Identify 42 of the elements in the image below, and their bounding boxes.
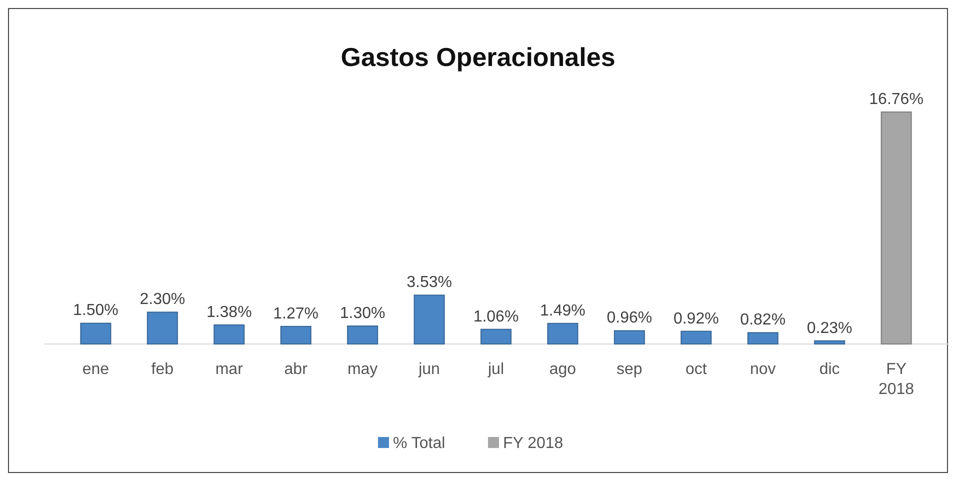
x-tick-label: sep [616, 361, 642, 378]
data-label: 0.82% [740, 312, 786, 329]
bar [680, 330, 712, 344]
x-tick-label: dic [819, 361, 840, 378]
data-label: 1.38% [206, 304, 252, 321]
x-tick-label: oct [685, 361, 708, 378]
x-tick-label: mar [215, 361, 244, 378]
bar [480, 328, 512, 344]
data-label: 1.50% [73, 302, 118, 320]
x-tick-label: abr [284, 361, 308, 378]
bar [347, 326, 378, 344]
bar [214, 324, 245, 344]
data-label: 1.27% [273, 305, 319, 322]
bar [880, 112, 912, 344]
bar [747, 332, 778, 344]
x-tick-label: may [347, 361, 378, 378]
data-label: 1.30% [340, 305, 386, 322]
data-label: 0.23% [806, 320, 852, 337]
bar [547, 322, 578, 344]
data-label: 2.30% [140, 291, 186, 308]
bar [414, 294, 445, 344]
x-tick-label: feb [151, 361, 174, 378]
legend-label: FY 2018 [503, 435, 564, 452]
bar [614, 330, 645, 344]
x-tick-label: ene [82, 361, 110, 378]
data-label: 3.53% [406, 274, 452, 292]
data-label: 1.49% [540, 302, 586, 320]
data-label: 0.92% [673, 310, 719, 328]
bar [80, 322, 112, 344]
x-tick-label: FY 2018 [878, 361, 914, 398]
bar [146, 312, 178, 344]
bar [814, 340, 846, 344]
x-tick-label: jul [486, 361, 504, 378]
x-tick-label: jun [418, 361, 440, 378]
bar [280, 326, 312, 344]
chart-title: Gastos Operacionales [340, 42, 616, 72]
data-label: 16.76% [869, 91, 924, 108]
data-label: 1.06% [473, 308, 519, 326]
data-label: 0.96% [606, 310, 652, 327]
x-tick-label: nov [750, 361, 776, 378]
x-tick-label: ago [549, 361, 576, 378]
legend-label: % Total [393, 435, 446, 452]
